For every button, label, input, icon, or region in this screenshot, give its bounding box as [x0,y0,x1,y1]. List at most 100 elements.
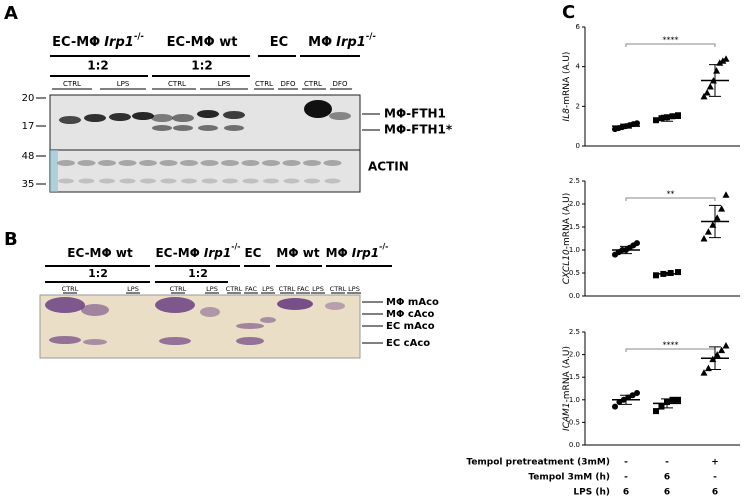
y-axis-label: ICAM1-mRNA (A.U) [562,346,572,431]
band-label: MΦ-FTH1* [384,123,453,137]
group-header: EC [244,246,261,260]
band-label: EC mAco [386,321,435,332]
band-label: MΦ mAco [386,297,439,308]
data-point [703,88,711,96]
y-tick-label: 2 [576,102,580,110]
blot-band [160,178,177,184]
blot-band [84,114,106,122]
lane-label: LPS [117,80,130,88]
gel-band [159,337,191,345]
blot-band [323,160,342,166]
group-header: EC-MΦ Irp1-/- [155,242,240,260]
data-point [713,67,721,74]
blot-band [181,178,197,184]
lane-label: CTRL [330,285,347,293]
data-point [612,403,618,410]
y-label-suffix: -mRNA (A.U) [562,346,572,403]
lane-label: CTRL [304,80,322,88]
header-sup: -/- [231,242,240,251]
condition-value: + [711,458,719,468]
blot-band [172,114,194,122]
blot-band [152,125,172,131]
data-point [653,408,659,415]
data-point [658,403,665,410]
y-axis-label: CXCL10-mRNA (A.U) [562,193,572,285]
panel-letter: A [4,3,18,24]
blot-band [224,125,244,131]
mw-marker: 20 [22,93,35,104]
data-point [675,396,681,403]
significance-bracket [625,197,716,201]
y-tick-label: 2.5 [569,328,580,336]
lane-label: CTRL [255,80,273,88]
blot-band [159,160,178,166]
lane-label: CTRL [63,80,81,88]
data-point [718,346,726,354]
gel-band [49,336,81,344]
blot-band [303,160,321,166]
blot-band [197,110,219,118]
lane-label: CTRL [279,285,296,293]
y-label-suffix: -mRNA (A.U) [562,52,572,109]
y-label-gene: ICAM1 [562,402,572,431]
significance-bracket [625,43,716,47]
lane-label: CTRL [226,285,243,293]
band-label: MΦ-FTH1 [384,107,446,121]
blot-band [262,160,280,166]
y-tick-label: 1.0 [569,246,580,254]
blot-band [263,178,279,184]
panel-letter: B [4,229,18,250]
lane-label: LPS [312,285,324,293]
ratio: 1:2 [87,59,109,73]
group-header: EC-MΦ Irp1-/- [52,31,144,50]
header-prefix: EC-MΦ wt [67,246,133,260]
blot-band [180,160,198,166]
lane-label: DFO [281,80,296,88]
blot-band [119,178,136,184]
lane-label: CTRL [168,80,186,88]
blot-band [283,178,300,184]
gel-band [83,339,107,345]
data-point [719,57,727,64]
header-sup: -/- [134,31,145,41]
panel-letter: C [562,2,575,23]
lane-label: LPS [206,285,218,293]
data-point [722,55,730,62]
band-label: EC cAco [386,338,430,349]
header-prefix: EC-MΦ wt [167,35,238,50]
group-header: MΦ Irp1-/- [308,31,376,50]
lane-label: FAC [245,285,257,293]
data-point [653,272,659,279]
ratio: 1:2 [191,59,213,73]
lane-label: LPS [262,285,274,293]
blot-band [200,160,219,166]
lane-label: LPS [348,285,360,293]
blot-band [223,111,245,119]
condition-label: Tempol pretreatment (3mM) [466,458,610,468]
y-tick-label: 0.0 [569,292,580,300]
data-point [704,364,712,372]
blot-band [78,178,95,184]
lane-label: LPS [127,285,139,293]
gel-band [325,302,345,310]
gel-band [236,337,264,345]
blot-band [304,100,332,118]
lane-label: LPS [218,80,231,88]
condition-value: - [624,473,628,483]
blot-band [99,178,115,184]
header-prefix: MΦ wt [276,246,319,260]
y-tick-label: 0.5 [569,418,580,426]
y-tick-label: 4 [576,63,581,71]
gel-band [260,317,276,323]
header-prefix: MΦ [326,246,348,260]
data-point [669,113,676,120]
y-tick-label: 1.5 [569,373,580,381]
header-gene: Irp1 [336,35,366,50]
condition-value: 6 [623,488,629,498]
data-point [634,240,640,247]
blot-band [173,125,193,131]
blot-band [98,160,116,166]
y-tick-label: 2.0 [569,351,580,359]
header-gene: Irp1 [204,246,231,260]
header-prefix: EC [270,35,288,50]
